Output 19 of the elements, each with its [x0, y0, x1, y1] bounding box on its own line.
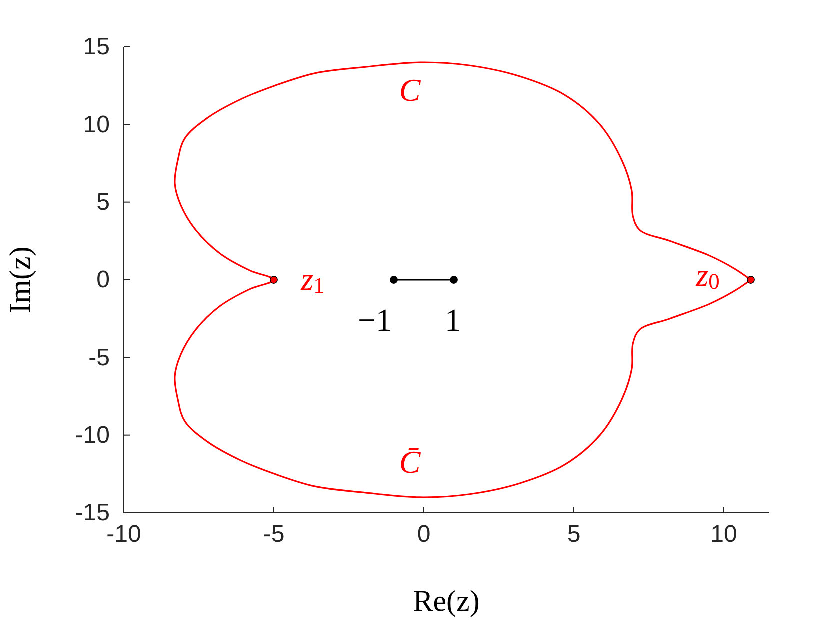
- y-tick-label: -5: [88, 344, 110, 372]
- y-tick-label: 10: [83, 111, 110, 138]
- y-tick-label: -15: [75, 500, 110, 527]
- annotation: −1: [358, 302, 392, 338]
- x-axis-title: Re(z): [413, 585, 480, 618]
- annotation: 1: [445, 302, 461, 338]
- y-tick-label: 0: [96, 266, 110, 294]
- annotation: z$_{1}$: [300, 261, 325, 298]
- y-tick-label: -10: [75, 422, 110, 450]
- x-tick-label: 5: [567, 521, 581, 548]
- y-axis-title: Im(z): [4, 246, 37, 314]
- annotation: C̄: [399, 444, 422, 480]
- x-tick-label: 0: [417, 521, 431, 548]
- x-tick-label: 10: [710, 521, 738, 548]
- y-tick-label: 15: [83, 34, 110, 61]
- x-tick-label: -5: [263, 521, 285, 548]
- annotation: z$_{0}$: [695, 257, 720, 294]
- y-tick-label: 5: [96, 189, 110, 216]
- annotation: C: [399, 72, 422, 108]
